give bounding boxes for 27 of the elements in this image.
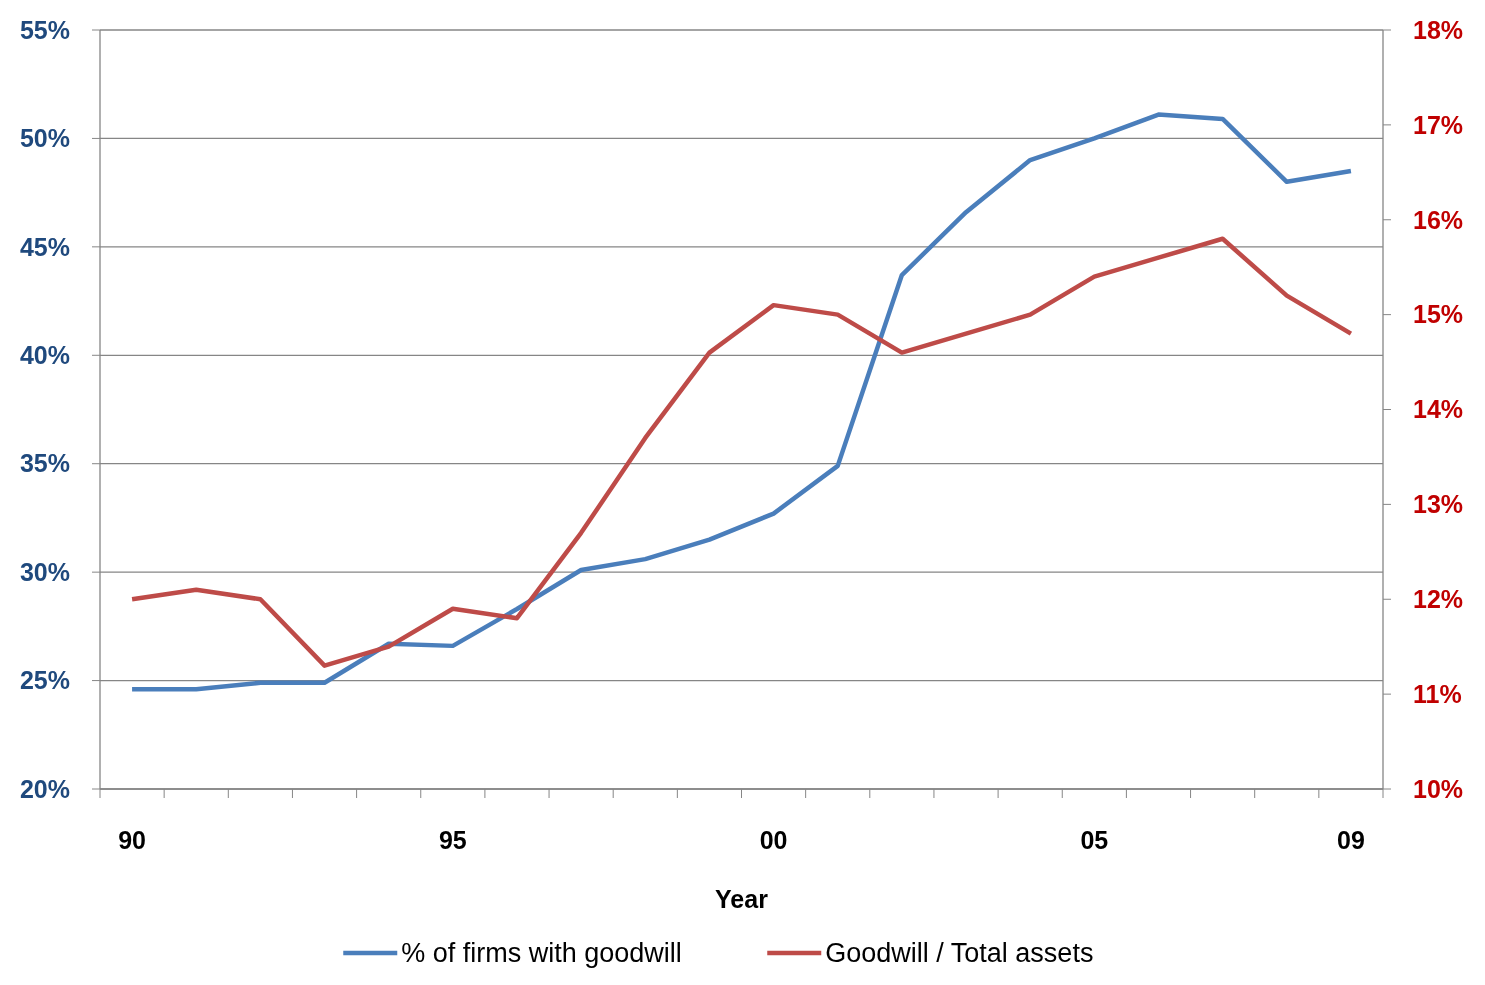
y2-tick-label: 13% bbox=[1413, 490, 1464, 519]
y-tick-label: 55% bbox=[19, 15, 70, 44]
y2-tick-label: 18% bbox=[1413, 15, 1464, 44]
line-series bbox=[129, 112, 1354, 692]
y2-tick-label: 14% bbox=[1413, 395, 1464, 424]
legend-label: Goodwill / Total assets bbox=[825, 938, 1094, 969]
x-tick-label: 09 bbox=[1337, 825, 1365, 854]
y-tick-label: 20% bbox=[19, 774, 70, 803]
y2-tick-label: 12% bbox=[1413, 585, 1464, 613]
y-tick-label: 25% bbox=[19, 666, 70, 695]
x-tick-label: 00 bbox=[759, 825, 788, 854]
y2-tick-label: 11% bbox=[1413, 679, 1462, 708]
y-tick-label: 50% bbox=[19, 124, 70, 153]
x-tick-label: 95 bbox=[438, 825, 467, 854]
x-tick-label: 90 bbox=[118, 825, 146, 854]
y2-tick-label: 17% bbox=[1413, 110, 1464, 139]
line-series bbox=[129, 236, 1354, 668]
y2-tick-label: 16% bbox=[1413, 205, 1464, 234]
y-tick-label: 45% bbox=[19, 232, 70, 261]
x-axis-title: Year bbox=[715, 884, 769, 913]
legend-label: % of firms with goodwill bbox=[401, 938, 682, 969]
y-tick-label: 35% bbox=[19, 449, 70, 478]
x-tick-label: 05 bbox=[1080, 825, 1109, 854]
y-tick-label: 40% bbox=[19, 341, 70, 370]
y-tick-label: 30% bbox=[19, 557, 70, 586]
y2-tick-label: 15% bbox=[1413, 300, 1464, 329]
y2-tick-label: 10% bbox=[1413, 774, 1464, 803]
